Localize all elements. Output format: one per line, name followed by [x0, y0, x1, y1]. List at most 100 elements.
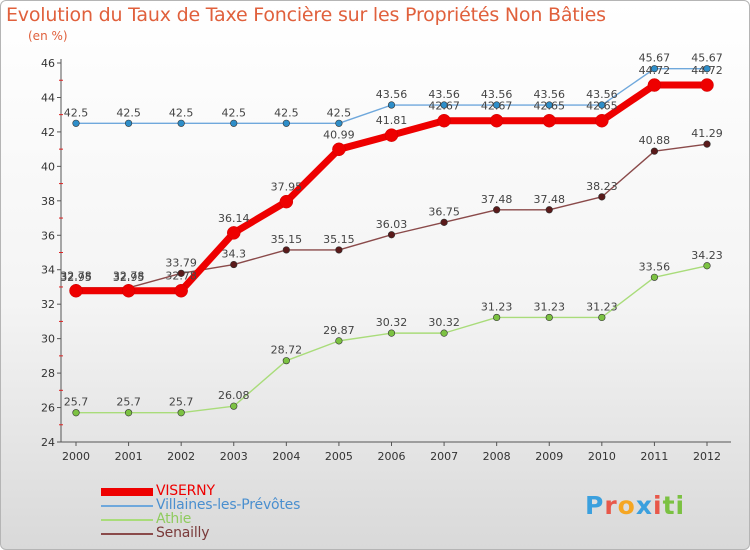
- data-point-villaines-les-pr-v-tes: [598, 101, 606, 109]
- data-label-villaines-les-pr-v-tes: 42.5: [169, 106, 194, 119]
- y-tick-label: 24: [41, 436, 55, 449]
- data-label-viserny: 32.78: [60, 270, 92, 283]
- data-point-senailly: [230, 260, 238, 269]
- data-label-villaines-les-pr-v-tes: 42.5: [222, 106, 247, 119]
- x-tick-label: 2007: [430, 450, 458, 463]
- data-label-viserny: 42.67: [481, 100, 513, 113]
- data-point-viserny: [332, 142, 346, 157]
- chart-series: [69, 65, 714, 417]
- legend-swatch: [101, 488, 153, 496]
- data-label-athie: 28.72: [271, 344, 303, 357]
- y-tick-label: 40: [41, 160, 55, 173]
- data-point-senailly: [493, 206, 501, 214]
- data-point-viserny: [542, 113, 556, 128]
- data-label-villaines-les-pr-v-tes: 43.56: [428, 88, 460, 101]
- data-point-athie: [282, 357, 290, 365]
- data-label-senailly: 40.88: [639, 134, 671, 147]
- logo-letter: i: [653, 491, 663, 520]
- y-tick-label: 42: [41, 126, 55, 139]
- data-point-athie: [335, 337, 343, 345]
- legend-label: Athie: [156, 511, 192, 527]
- data-point-villaines-les-pr-v-tes: [124, 119, 133, 127]
- data-label-viserny: 40.99: [323, 128, 355, 141]
- legend-swatch: [101, 505, 153, 507]
- data-label-villaines-les-pr-v-tes: 43.56: [586, 88, 618, 101]
- data-point-villaines-les-pr-v-tes: [387, 101, 396, 109]
- data-label-senailly: 37.48: [534, 193, 566, 206]
- data-label-athie: 31.23: [586, 300, 618, 313]
- x-tick-label: 2008: [483, 450, 511, 463]
- data-point-athie: [230, 402, 238, 410]
- data-label-viserny: 41.81: [376, 114, 408, 127]
- data-point-villaines-les-pr-v-tes: [282, 119, 290, 127]
- data-point-viserny: [174, 283, 188, 298]
- x-tick-label: 2010: [588, 450, 616, 463]
- data-label-villaines-les-pr-v-tes: 43.56: [481, 88, 513, 101]
- logo-letter: r: [604, 491, 618, 520]
- data-point-athie: [545, 313, 553, 322]
- data-label-athie: 25.7: [64, 396, 89, 409]
- data-label-viserny: 44.72: [691, 64, 723, 77]
- data-point-senailly: [703, 140, 711, 148]
- y-tick-label: 38: [41, 195, 55, 208]
- data-label-athie: 31.23: [481, 300, 513, 313]
- data-point-villaines-les-pr-v-tes: [230, 119, 238, 127]
- data-point-senailly: [545, 206, 553, 214]
- x-tick-label: 2001: [115, 450, 143, 463]
- y-tick-label: 28: [41, 367, 55, 380]
- data-point-senailly: [440, 218, 448, 226]
- data-point-villaines-les-pr-v-tes: [650, 65, 659, 73]
- data-label-senailly: 33.79: [165, 256, 197, 269]
- data-point-viserny: [700, 78, 714, 92]
- logo-letter: t: [662, 491, 676, 520]
- x-tick-label: 2011: [640, 450, 668, 463]
- y-tick-label: 32: [41, 298, 55, 311]
- data-point-villaines-les-pr-v-tes: [493, 101, 501, 109]
- legend-label: Villaines-les-Prévôtes: [156, 497, 301, 513]
- chart-axes: 24 26 28 30 32 34 36 38 40 42 44 46 2000 2001 2002 2003…: [41, 57, 731, 463]
- data-point-villaines-les-pr-v-tes: [440, 101, 448, 109]
- chart-data-labels: 42.5 42.5 42.5 42.5 42.5 42.543.56 43.56 43.56 4…: [60, 52, 723, 409]
- data-label-villaines-les-pr-v-tes: 43.56: [534, 88, 566, 101]
- data-label-viserny: 44.72: [639, 64, 671, 77]
- data-label-senailly: 37.48: [481, 193, 513, 206]
- data-point-viserny: [595, 113, 609, 128]
- logo-letter: i: [675, 491, 686, 520]
- x-tick-label: 2004: [272, 450, 300, 463]
- data-label-villaines-les-pr-v-tes: 43.56: [376, 88, 408, 101]
- data-point-viserny: [227, 226, 241, 240]
- data-point-senailly: [650, 147, 659, 155]
- data-label-senailly: 32.95: [113, 271, 145, 284]
- data-point-senailly: [387, 231, 396, 239]
- x-tick-label: 2005: [325, 450, 353, 463]
- data-point-athie: [493, 313, 501, 322]
- data-label-viserny: 42.65: [586, 100, 618, 113]
- data-point-viserny: [121, 283, 136, 298]
- y-tick-label: 26: [41, 402, 55, 415]
- data-label-senailly: 38.23: [586, 180, 618, 193]
- data-label-viserny: 36.14: [218, 212, 250, 225]
- logo-letter: P: [585, 491, 605, 520]
- data-label-villaines-les-pr-v-tes: 42.5: [274, 106, 299, 119]
- data-label-athie: 30.32: [428, 316, 460, 329]
- data-label-senailly: 32.95: [60, 271, 92, 284]
- data-label-senailly: 34.3: [222, 248, 247, 261]
- data-label-athie: 26.08: [218, 389, 250, 402]
- data-label-viserny: 42.67: [428, 100, 460, 113]
- data-point-viserny: [437, 113, 451, 128]
- data-label-athie: 34.23: [691, 249, 723, 262]
- x-tick-label: 2012: [693, 450, 721, 463]
- data-label-villaines-les-pr-v-tes: 45.67: [691, 52, 723, 65]
- data-point-athie: [177, 409, 185, 417]
- data-point-villaines-les-pr-v-tes: [335, 119, 343, 127]
- data-label-athie: 30.32: [376, 316, 408, 329]
- data-point-viserny: [384, 128, 399, 142]
- proxiti-logo: Proxiti: [585, 491, 685, 520]
- data-point-senailly: [177, 269, 185, 277]
- logo-letter: x: [635, 491, 653, 520]
- x-tick-label: 2002: [167, 450, 195, 463]
- data-label-athie: 33.56: [639, 260, 671, 273]
- data-label-villaines-les-pr-v-tes: 42.5: [116, 106, 141, 119]
- y-tick-label: 36: [41, 229, 55, 242]
- y-tick-label: 30: [41, 333, 55, 346]
